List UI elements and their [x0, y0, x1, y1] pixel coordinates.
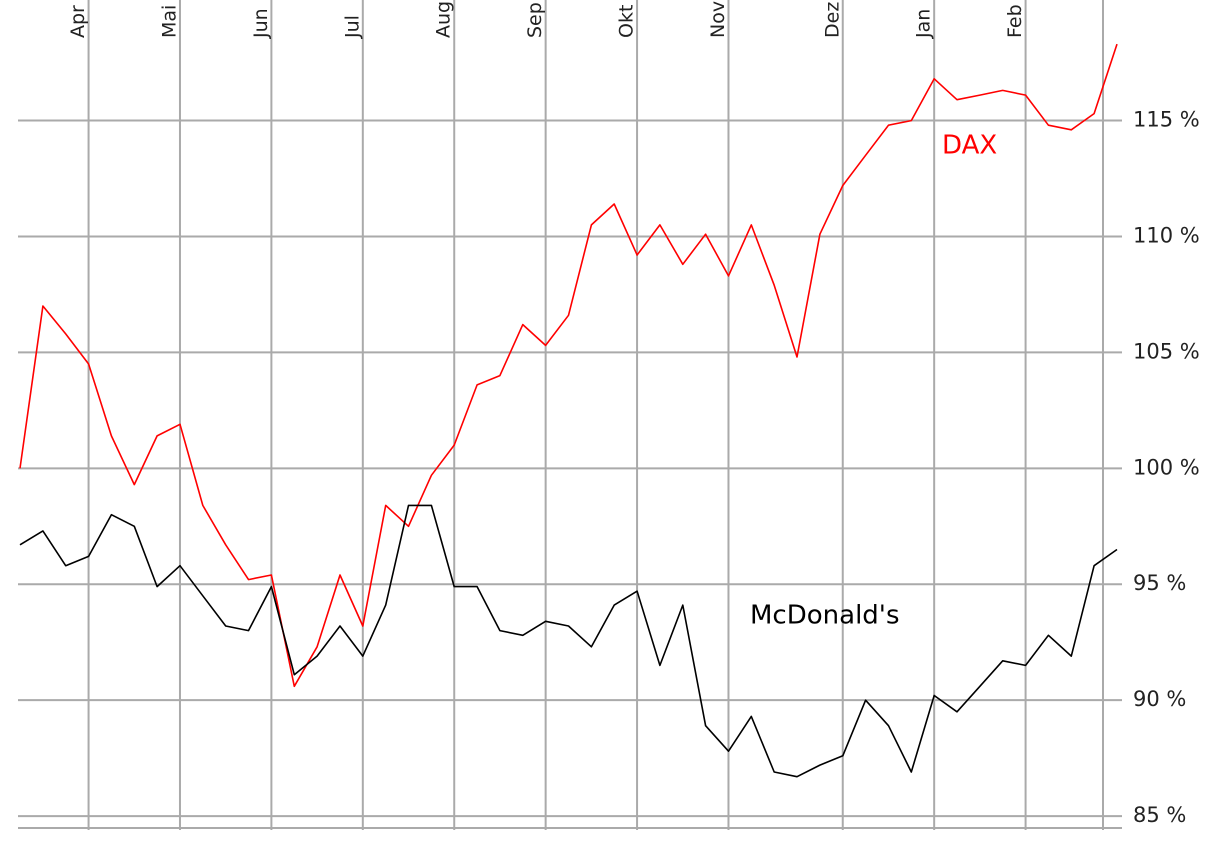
y-tick-label: 110 %: [1133, 223, 1200, 247]
x-tick-label: Jul: [341, 15, 363, 39]
y-tick-label: 115 %: [1133, 108, 1200, 132]
x-tick-label: Jun: [250, 8, 272, 39]
series-line: [19, 43, 1118, 688]
x-tick-label: Apr: [67, 5, 89, 38]
series-label: DAX: [942, 131, 997, 161]
x-tick-label: Dez: [821, 2, 843, 38]
x-tick-label: Nov: [707, 1, 729, 38]
x-tick-label: Aug: [433, 1, 455, 38]
series-label: McDonald's: [750, 601, 900, 631]
y-tick-label: 105 %: [1133, 339, 1200, 363]
x-tick-label: Mai: [158, 5, 180, 38]
x-tick-label: Feb: [1004, 4, 1026, 38]
y-tick-label: 85 %: [1133, 803, 1186, 827]
y-tick-label: 100 %: [1133, 455, 1200, 479]
x-tick-label: Sep: [524, 2, 546, 38]
x-tick-label: Jan: [913, 9, 935, 39]
y-tick-label: 95 %: [1133, 571, 1186, 595]
x-tick-label: Okt: [616, 5, 638, 38]
series-line: [19, 504, 1118, 778]
y-tick-label: 90 %: [1133, 687, 1186, 711]
